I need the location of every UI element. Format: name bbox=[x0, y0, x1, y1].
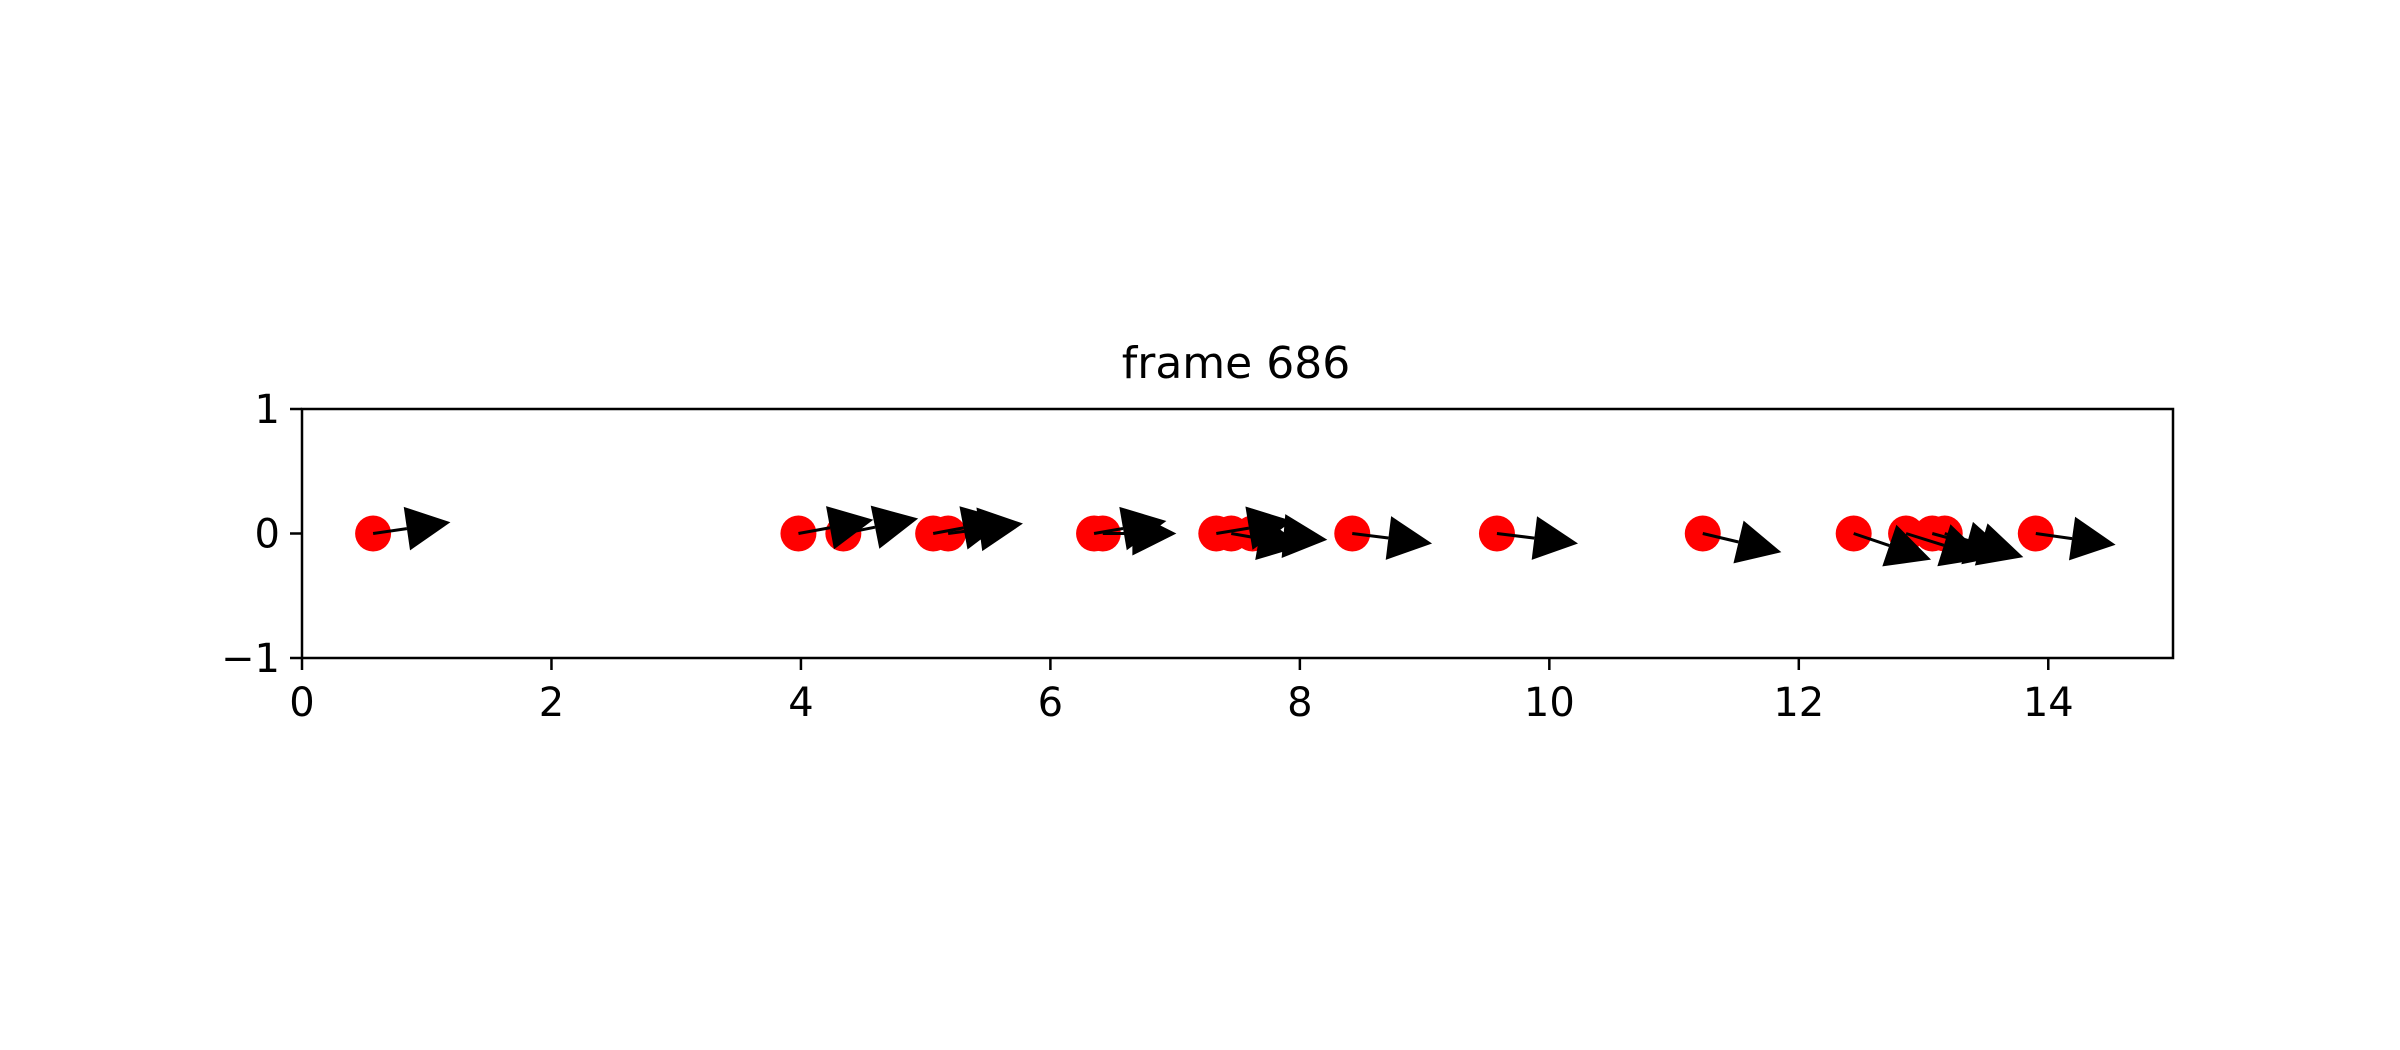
vector-arrow-shaft bbox=[947, 527, 980, 535]
chart-title: frame 686 bbox=[1122, 338, 1350, 389]
vector-arrow-shaft bbox=[1944, 532, 1982, 546]
vector-arrow-shaft bbox=[1931, 532, 1968, 545]
vector-arrow-shaft bbox=[1252, 532, 1284, 538]
vector-arrow-shaft bbox=[1352, 532, 1389, 540]
vector-arrow-shaft bbox=[1093, 527, 1124, 535]
vector-arrow-head bbox=[976, 507, 1023, 552]
plot-marks bbox=[355, 505, 2116, 567]
vector-arrow-shaft bbox=[843, 525, 876, 535]
x-tick-label: 14 bbox=[2023, 680, 2074, 726]
vector-arrow-head bbox=[2068, 516, 2116, 561]
vector-arrow-head bbox=[1281, 514, 1328, 559]
vector-arrow-shaft bbox=[1231, 532, 1260, 540]
x-tick-label: 4 bbox=[788, 680, 813, 726]
vector-arrow-shaft bbox=[1702, 532, 1739, 544]
x-tick-label: 10 bbox=[1524, 680, 1575, 726]
vector-arrow-shaft bbox=[932, 526, 964, 535]
vector-arrow-shaft bbox=[2035, 532, 2073, 541]
vector-arrow-head bbox=[826, 506, 874, 550]
vector-arrow-head bbox=[1531, 516, 1579, 560]
x-tick-label: 0 bbox=[289, 680, 314, 726]
y-tick-label: −1 bbox=[221, 636, 280, 682]
vector-arrow-head bbox=[1385, 516, 1433, 560]
x-tick-label: 8 bbox=[1287, 680, 1312, 726]
vector-arrow-shaft bbox=[372, 527, 408, 535]
vector-arrow-head bbox=[1733, 520, 1782, 564]
vector-arrow-head bbox=[403, 506, 451, 551]
vector-arrow-shaft bbox=[1853, 532, 1890, 547]
vector-arrow-shaft bbox=[1905, 532, 1945, 547]
x-tick-label: 2 bbox=[539, 680, 564, 726]
vector-arrow-head bbox=[870, 505, 919, 549]
axes-frame bbox=[300, 407, 2175, 660]
x-tick-label: 12 bbox=[1773, 680, 1824, 726]
y-tick-label: 0 bbox=[255, 512, 280, 558]
vector-arrow-shaft bbox=[1496, 532, 1535, 540]
y-tick-label: 1 bbox=[255, 387, 280, 433]
vector-arrow-shaft bbox=[1216, 526, 1250, 535]
vector-arrow-head bbox=[1882, 524, 1932, 567]
vector-arrow-head bbox=[1132, 511, 1177, 556]
vector-arrow-head bbox=[1974, 523, 2024, 566]
vector-arrow-shaft bbox=[798, 526, 831, 535]
x-tick-label: 6 bbox=[1038, 680, 1063, 726]
